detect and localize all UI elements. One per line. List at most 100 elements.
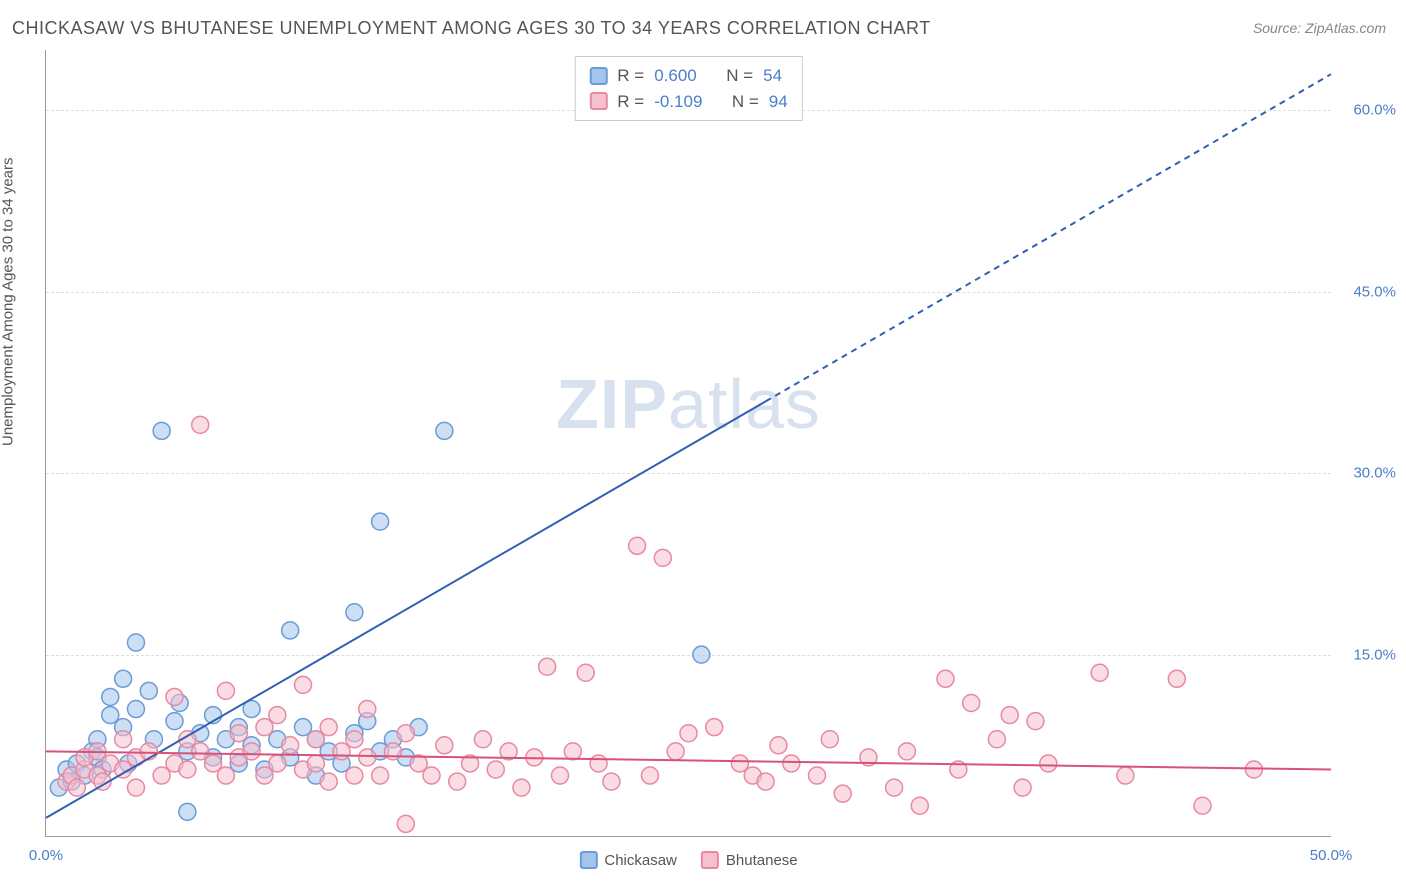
data-point: [783, 755, 800, 772]
data-point: [397, 725, 414, 742]
stat-n-value: 54: [763, 63, 782, 89]
trend-line-dashed: [766, 74, 1331, 401]
stat-label: R =: [617, 89, 644, 115]
data-point: [166, 713, 183, 730]
stat-n-value: 94: [769, 89, 788, 115]
data-point: [539, 658, 556, 675]
data-point: [641, 767, 658, 784]
series-swatch: [589, 92, 607, 110]
data-point: [295, 676, 312, 693]
data-point: [886, 779, 903, 796]
legend-label: Chickasaw: [604, 852, 677, 869]
data-point: [436, 737, 453, 754]
data-point: [179, 803, 196, 820]
data-point: [487, 761, 504, 778]
stat-r-value: 0.600: [654, 63, 697, 89]
data-point: [346, 767, 363, 784]
stat-label: R =: [617, 63, 644, 89]
legend-item: Bhutanese: [701, 851, 798, 869]
data-point: [217, 767, 234, 784]
legend-label: Bhutanese: [726, 852, 798, 869]
data-point: [102, 688, 119, 705]
data-point: [1040, 755, 1057, 772]
stat-r-value: -0.109: [654, 89, 702, 115]
data-point: [359, 701, 376, 718]
data-point: [809, 767, 826, 784]
data-point: [629, 537, 646, 554]
data-point: [513, 779, 530, 796]
data-point: [153, 422, 170, 439]
data-point: [307, 755, 324, 772]
scatter-plot-svg: [46, 50, 1331, 836]
data-point: [179, 761, 196, 778]
stat-label: N =: [726, 63, 753, 89]
data-point: [359, 749, 376, 766]
data-point: [127, 701, 144, 718]
y-tick-label: 45.0%: [1353, 283, 1396, 300]
data-point: [269, 755, 286, 772]
data-point: [963, 694, 980, 711]
legend-item: Chickasaw: [579, 851, 677, 869]
data-point: [192, 416, 209, 433]
data-point: [217, 682, 234, 699]
x-tick-label: 0.0%: [29, 847, 63, 864]
chart-title: CHICKASAW VS BHUTANESE UNEMPLOYMENT AMON…: [12, 18, 931, 39]
y-tick-label: 60.0%: [1353, 102, 1396, 119]
data-point: [577, 664, 594, 681]
data-point: [140, 682, 157, 699]
legend-swatch: [579, 851, 597, 869]
data-point: [423, 767, 440, 784]
data-point: [1194, 797, 1211, 814]
data-point: [1001, 707, 1018, 724]
y-axis-label: Unemployment Among Ages 30 to 34 years: [0, 157, 17, 446]
data-point: [1245, 761, 1262, 778]
data-point: [115, 731, 132, 748]
data-point: [269, 707, 286, 724]
data-point: [834, 785, 851, 802]
data-point: [230, 725, 247, 742]
chart-plot-area: ZIPatlas R = 0.600 N = 54 R = -0.109 N =…: [45, 50, 1331, 837]
data-point: [1117, 767, 1134, 784]
data-point: [988, 731, 1005, 748]
data-point: [667, 743, 684, 760]
data-point: [564, 743, 581, 760]
data-point: [693, 646, 710, 663]
data-point: [474, 731, 491, 748]
data-point: [770, 737, 787, 754]
stats-row: R = -0.109 N = 94: [589, 89, 787, 115]
data-point: [552, 767, 569, 784]
data-point: [436, 422, 453, 439]
legend-swatch: [701, 851, 719, 869]
data-point: [346, 604, 363, 621]
data-point: [821, 731, 838, 748]
data-point: [127, 634, 144, 651]
stat-label: N =: [732, 89, 759, 115]
x-tick-label: 50.0%: [1310, 847, 1353, 864]
data-point: [320, 719, 337, 736]
data-point: [757, 773, 774, 790]
series-swatch: [589, 67, 607, 85]
data-point: [680, 725, 697, 742]
data-point: [911, 797, 928, 814]
legend: Chickasaw Bhutanese: [579, 851, 797, 869]
data-point: [937, 670, 954, 687]
data-point: [1014, 779, 1031, 796]
y-tick-label: 30.0%: [1353, 465, 1396, 482]
data-point: [590, 755, 607, 772]
data-point: [654, 549, 671, 566]
data-point: [706, 719, 723, 736]
data-point: [397, 815, 414, 832]
source-attribution: Source: ZipAtlas.com: [1253, 20, 1386, 36]
data-point: [372, 767, 389, 784]
data-point: [115, 670, 132, 687]
data-point: [68, 779, 85, 796]
data-point: [603, 773, 620, 790]
data-point: [166, 688, 183, 705]
data-point: [127, 779, 144, 796]
data-point: [372, 513, 389, 530]
data-point: [1027, 713, 1044, 730]
data-point: [1091, 664, 1108, 681]
data-point: [320, 773, 337, 790]
data-point: [449, 773, 466, 790]
y-tick-label: 15.0%: [1353, 646, 1396, 663]
